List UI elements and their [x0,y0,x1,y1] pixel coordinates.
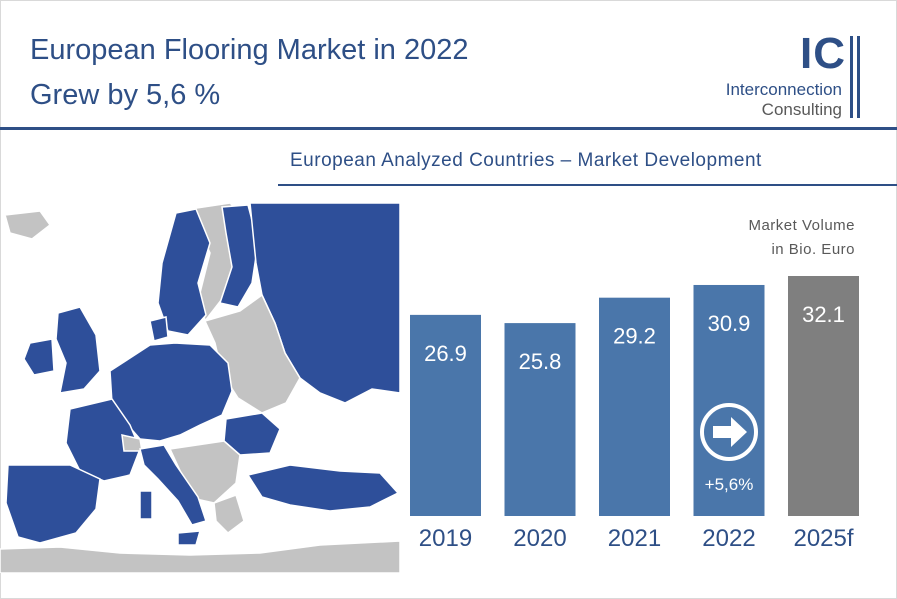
bar-2025f [788,276,859,516]
x-tick-label-2025f: 2025f [793,525,853,552]
x-tick-label-2022: 2022 [702,525,755,552]
data-label-2021: 29.2 [613,324,656,349]
logo-mark: IC [800,29,846,78]
growth-annotation: +5,6% [705,475,754,494]
right-arrow-circle-icon [700,403,758,461]
bar-2020 [504,323,576,516]
data-label-2019: 26.9 [424,341,467,366]
section-divider [278,184,897,186]
data-label-2022: 30.9 [708,311,751,336]
unit-label-line1: Market Volume [748,217,855,234]
europe-map-icon [0,203,400,573]
unit-label: Market Volume in Bio. Euro [748,214,855,262]
company-logo: IC Interconnection Consulting [700,32,870,126]
data-label-2020: 25.8 [519,349,562,374]
market-volume-chart: 26.9 2019 25.8 2020 29.2 2021 30.9 2022 +5,6% 32.… [410,276,859,552]
unit-label-line2: in Bio. Euro [771,241,855,258]
section-title: European Analyzed Countries – Market Dev… [290,150,762,171]
logo-bar [850,36,853,118]
page-subtitle: Grew by 5,6 % [30,79,221,111]
bar-2022 [693,284,765,516]
data-label-2025f: 32.1 [802,302,845,327]
logo-text-line2: Consulting [761,100,842,119]
logo-text-line1: Interconnection [725,80,842,99]
page-title: European Flooring Market in 2022 [30,34,469,66]
bar-2019 [410,314,481,516]
logo-bar [857,36,860,118]
header-divider [0,127,897,130]
x-tick-label-2021: 2021 [608,525,661,552]
x-tick-label-2020: 2020 [513,525,566,552]
x-tick-label-2019: 2019 [419,525,472,552]
bar-2021 [599,297,670,516]
